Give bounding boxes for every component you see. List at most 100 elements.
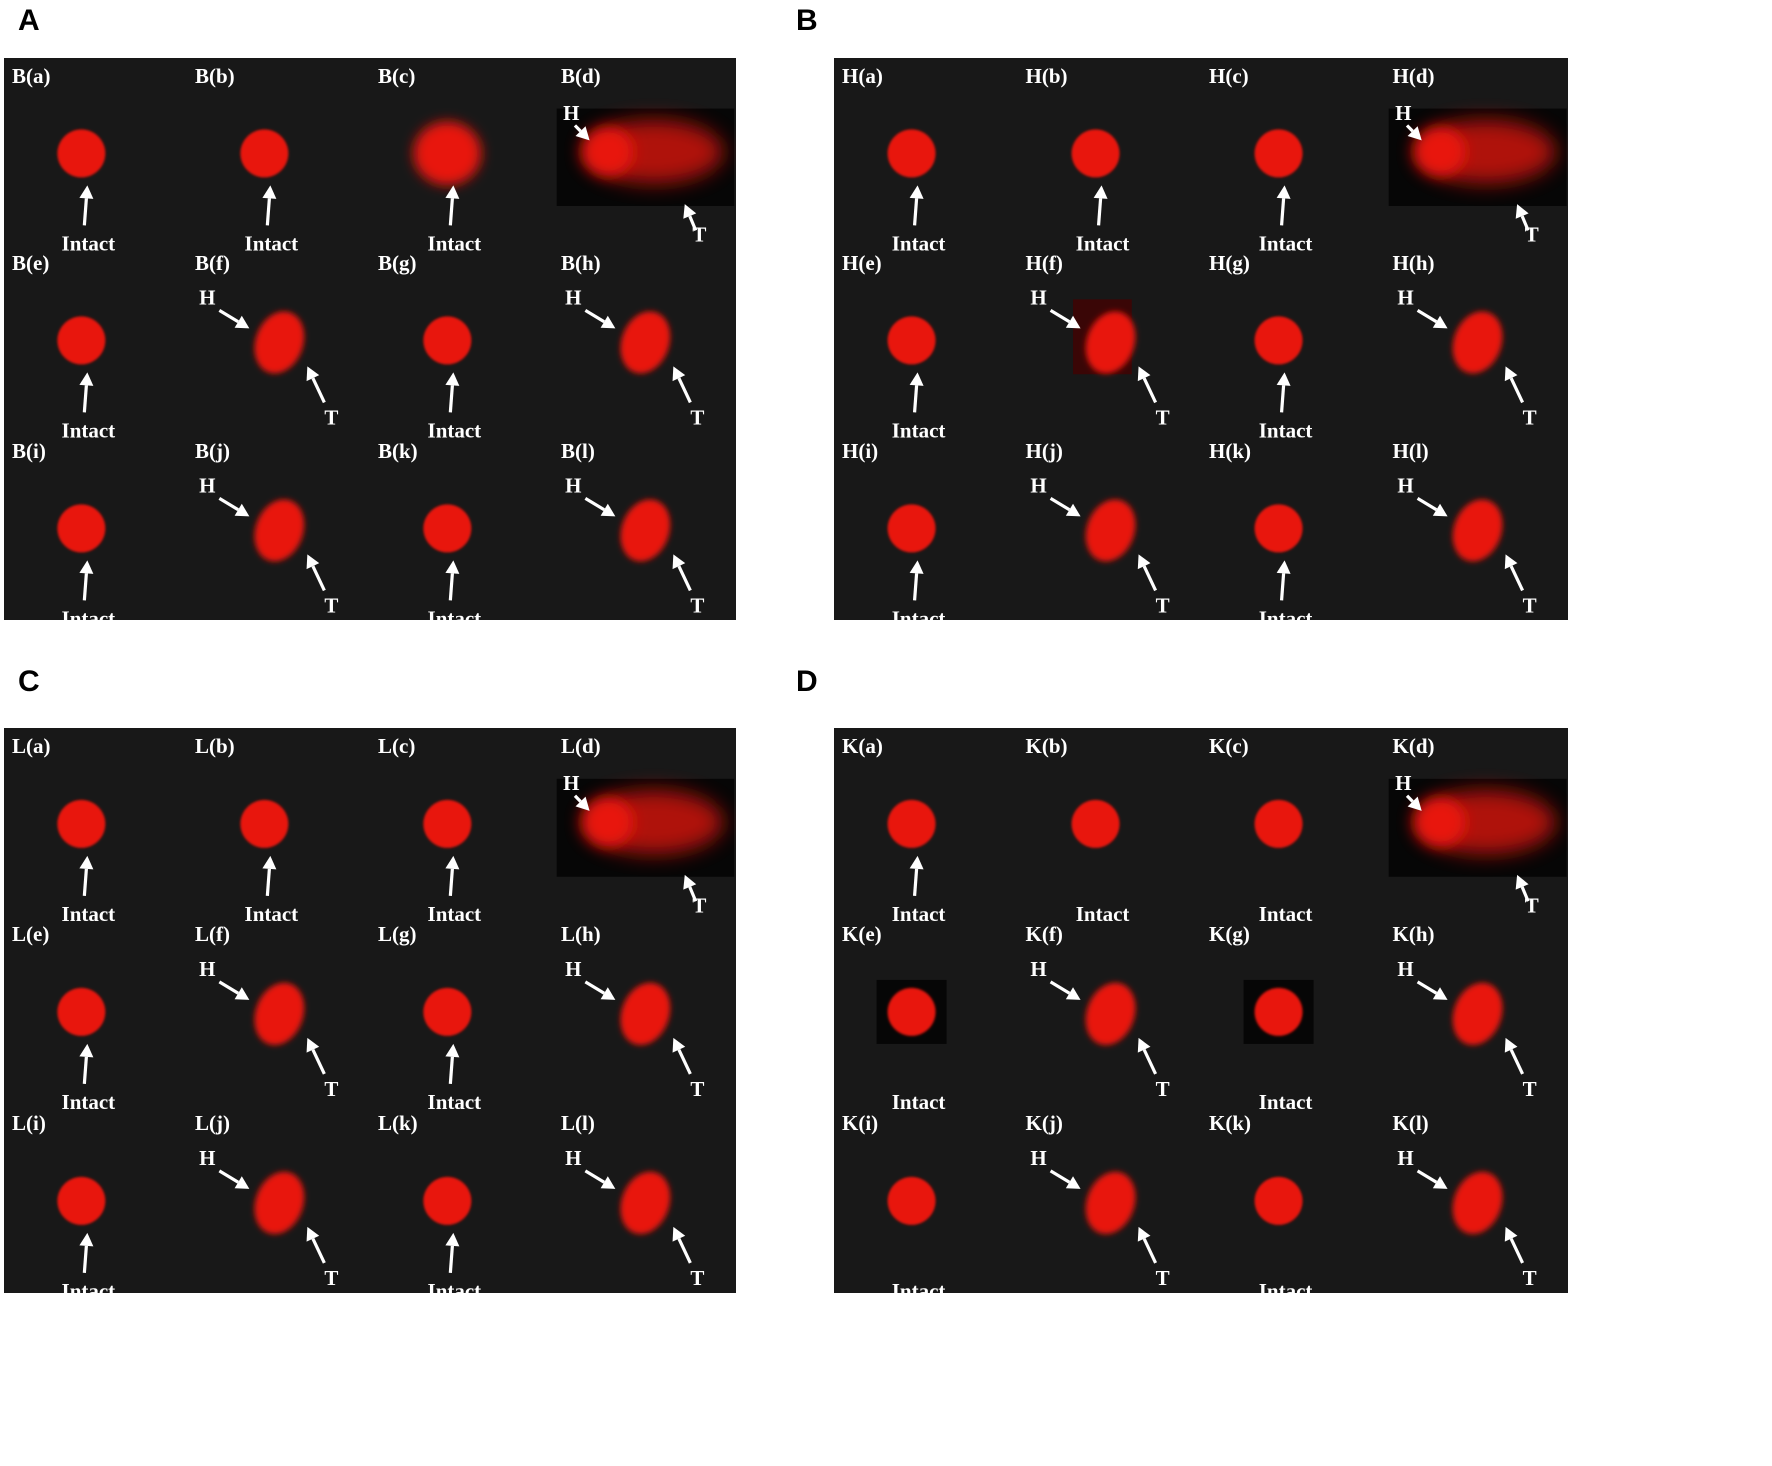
cell-label: K(a)	[842, 734, 883, 758]
cell-label: H(e)	[842, 251, 882, 276]
intact-label: Intact	[1259, 902, 1313, 926]
cell-label: L(d)	[561, 734, 601, 758]
tail-label: T	[324, 406, 338, 430]
intact-nucleus	[1254, 504, 1303, 553]
tail-arrow-icon	[672, 366, 692, 404]
intact-nucleus	[57, 129, 106, 178]
comet-cell: K(a) Intact	[834, 728, 1018, 926]
cell-label: H(d)	[1392, 64, 1435, 88]
comet-cell: H(f) H T	[1018, 245, 1202, 432]
head-label: H	[565, 473, 581, 497]
comet-nucleus	[620, 983, 671, 1046]
comet-image: Intact	[887, 1176, 946, 1293]
comet-cell: H(h) H T	[1385, 245, 1569, 432]
comet-cell: H(g) Intact	[1201, 245, 1385, 442]
head-arrow-icon	[584, 496, 616, 517]
cell-label: K(h)	[1392, 922, 1435, 947]
tail-arrow-icon	[306, 1038, 326, 1075]
comet-cell: L(f) H T	[187, 916, 370, 1104]
tail-arrow-icon	[1137, 554, 1157, 591]
cell-label: B(f)	[195, 251, 230, 276]
panel-letter: A	[18, 4, 40, 37]
tail-label: T	[1155, 593, 1169, 617]
tail-label: T	[1522, 406, 1536, 430]
comet-image: HT	[1397, 286, 1536, 430]
comet-image: HT	[556, 771, 735, 918]
tail-label: T	[692, 894, 706, 918]
comet-cell: K(k) Intact	[1201, 1105, 1385, 1293]
intact-nucleus	[240, 799, 289, 848]
tail-arrow-icon	[683, 874, 698, 902]
intact-label: Intact	[892, 902, 946, 926]
comet-image: HT	[565, 1146, 704, 1290]
intact-label: Intact	[428, 1090, 482, 1114]
cell-label: H(h)	[1392, 251, 1435, 276]
comet-nucleus	[620, 499, 671, 562]
head-arrow-icon	[1416, 1169, 1448, 1189]
cell-label: L(a)	[12, 734, 51, 758]
cell-label: L(i)	[12, 1110, 46, 1135]
intact-arrow-icon	[445, 560, 460, 601]
intact-nucleus	[1071, 129, 1120, 178]
tail-arrow-icon	[306, 554, 326, 591]
tail-arrow-icon	[1137, 1038, 1157, 1075]
intact-arrow-icon	[79, 1232, 94, 1273]
intact-arrow-icon	[445, 1044, 460, 1085]
intact-label: Intact	[245, 902, 299, 926]
intact-label: Intact	[1259, 419, 1313, 443]
tail-arrow-icon	[672, 1226, 692, 1264]
intact-label: Intact	[62, 419, 116, 443]
head-label: H	[199, 957, 215, 981]
cell-label: H(b)	[1025, 64, 1068, 88]
comet-image: Intact	[423, 988, 481, 1114]
tail-label: T	[690, 593, 704, 617]
micrograph-grid: L(a) Intact L(b) Intact L(c) Intact L(d) H T L(e)…	[4, 728, 736, 1293]
comet-cell: L(i) Intact	[4, 1105, 187, 1293]
tail-arrow-icon	[1504, 1038, 1524, 1075]
comet-cell: L(e) Intact	[4, 916, 187, 1114]
cell-label: K(b)	[1025, 734, 1068, 758]
tail-arrow-icon	[683, 204, 698, 231]
tail-arrow-icon	[306, 1226, 326, 1264]
intact-label: Intact	[428, 902, 482, 926]
comet-image: HT	[1397, 473, 1536, 617]
tail-arrow-icon	[306, 366, 326, 404]
panel-letter: C	[18, 665, 40, 698]
intact-label: Intact	[428, 1279, 482, 1293]
intact-arrow-icon	[262, 185, 277, 226]
intact-arrow-icon	[1093, 185, 1108, 226]
panel-letter: D	[796, 665, 818, 698]
comet-cell: L(j) H T	[187, 1105, 370, 1293]
comet-nucleus	[254, 1171, 305, 1234]
head-label: H	[199, 286, 215, 310]
head-label: H	[1030, 473, 1046, 497]
cell-label: K(c)	[1209, 734, 1249, 758]
comet-cell: B(l) H T	[553, 433, 736, 620]
intact-label: Intact	[62, 902, 116, 926]
tail-label: T	[690, 1266, 704, 1290]
intact-arrow-icon	[909, 372, 924, 413]
intact-arrow-icon	[445, 372, 460, 413]
head-label: H	[1397, 957, 1413, 981]
comet-nucleus	[254, 311, 305, 374]
head-arrow-icon	[218, 309, 250, 329]
intact-label: Intact	[892, 1279, 946, 1293]
cell-label: H(a)	[842, 64, 883, 88]
comet-cell: H(d) H T	[1385, 58, 1569, 247]
tail-label: T	[324, 1077, 338, 1101]
comet-cell: B(f) H T	[187, 245, 370, 432]
head-label: H	[1397, 286, 1413, 310]
comet-cell: K(g) Intact	[1201, 916, 1385, 1114]
comet-image: Intact	[887, 504, 945, 620]
head-label: H	[199, 473, 215, 497]
comet-image: HT	[565, 473, 704, 617]
comet-cell: B(j) H T	[187, 433, 370, 620]
intact-nucleus	[1254, 988, 1303, 1037]
intact-nucleus	[57, 988, 106, 1037]
comet-image: Intact	[240, 129, 298, 255]
cell-label: L(h)	[561, 922, 601, 947]
intact-arrow-icon	[262, 855, 277, 897]
intact-label: Intact	[428, 419, 482, 443]
cell-label: H(l)	[1392, 438, 1429, 463]
intact-arrow-icon	[445, 1232, 460, 1273]
